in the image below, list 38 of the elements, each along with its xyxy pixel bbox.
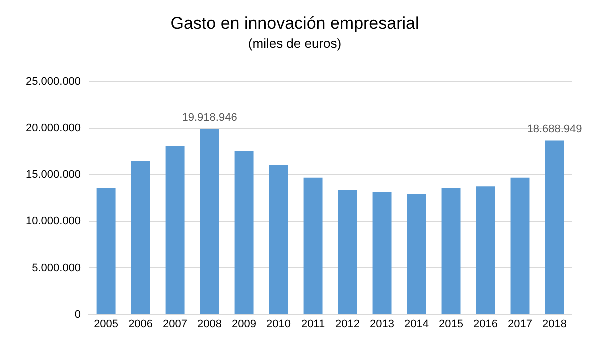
x-tick-label: 2007	[163, 318, 188, 330]
y-tick-label: 25.000.000	[26, 76, 82, 88]
data-label: 18.688.949	[527, 123, 582, 136]
chart-subtitle: (miles de euros)	[248, 36, 342, 51]
y-tick-label: 0	[74, 308, 82, 321]
chart-title: Gasto en innovación empresarial	[170, 14, 420, 33]
x-tick-label: 2013	[370, 318, 395, 330]
x-tick-label: 2005	[94, 318, 119, 330]
x-tick-label: 2012	[336, 318, 360, 330]
y-tick-label: 5.000.000	[32, 262, 82, 274]
bar	[372, 192, 392, 314]
y-tick-label: 20.000.000	[26, 122, 82, 135]
x-tick-label: 2009	[232, 318, 257, 330]
bar	[166, 146, 185, 314]
x-tick-label: 2010	[266, 318, 292, 330]
bar	[269, 164, 288, 314]
x-tick-label: 2014	[404, 318, 430, 330]
x-tick-label: 2017	[508, 318, 532, 330]
bar	[476, 186, 496, 314]
bar	[96, 188, 116, 314]
bar	[442, 188, 461, 314]
bar	[338, 190, 358, 314]
bar	[234, 151, 254, 314]
data-label: 19.918.946	[182, 112, 238, 124]
x-tick-label: 2016	[474, 318, 498, 330]
x-tick-label: 2015	[439, 318, 464, 330]
bar	[304, 178, 323, 314]
bar	[545, 140, 564, 314]
bar	[131, 161, 150, 314]
x-tick-label: 2011	[301, 318, 326, 330]
x-tick-label: 2008	[198, 318, 222, 330]
x-tick-label: 2018	[542, 318, 567, 330]
y-tick-label: 15.000.000	[26, 169, 82, 182]
bar	[200, 129, 220, 314]
x-tick-label: 2006	[128, 318, 154, 330]
y-tick-label: 10.000.000	[26, 216, 82, 228]
bar	[510, 178, 530, 314]
bar	[407, 194, 426, 314]
